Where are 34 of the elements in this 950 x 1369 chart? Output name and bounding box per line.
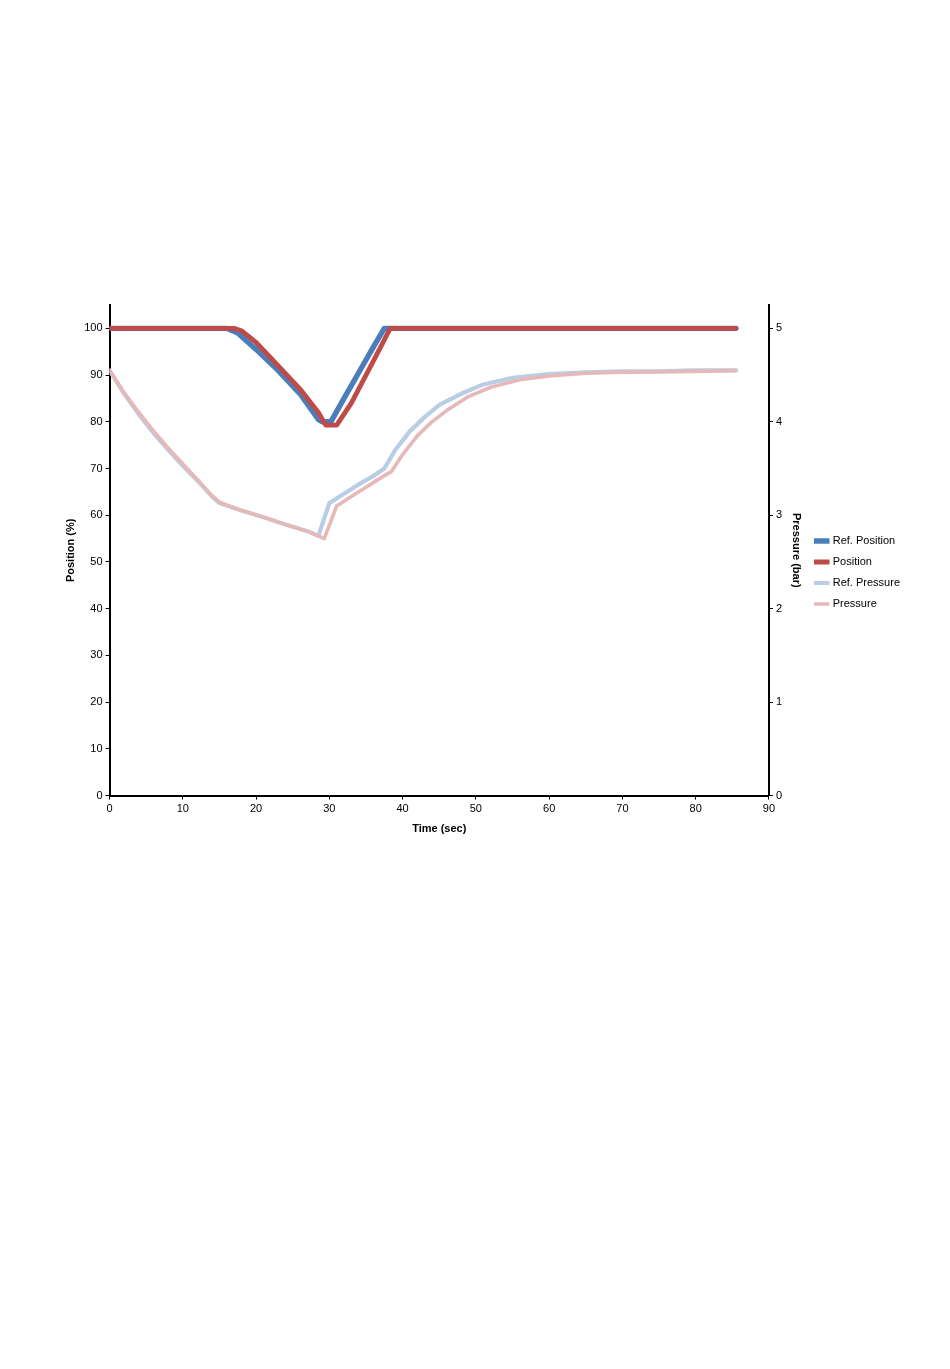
x-tick-label: 30 — [323, 802, 336, 815]
y2-tick-label: 0 — [775, 788, 783, 801]
y-tick-label: 50 — [90, 555, 103, 568]
x-tick-label: 70 — [616, 802, 629, 815]
y-tick-label: 10 — [90, 741, 103, 754]
y2-tick-label: 4 — [775, 414, 783, 427]
y-tick-label: 30 — [90, 648, 103, 661]
x-tick-label: 10 — [176, 802, 189, 815]
x-tick-label: 60 — [543, 802, 556, 815]
y2-tick-label: 1 — [775, 695, 783, 708]
x-tick-label: 80 — [689, 802, 702, 815]
y-axis-title: Position (%) — [63, 518, 76, 583]
y-tick-label: 20 — [90, 695, 103, 708]
y-tick-label: 40 — [90, 601, 103, 614]
x-tick-label: 50 — [469, 802, 482, 815]
legend-label: Pressure — [832, 597, 877, 610]
y-tick-label: 80 — [90, 414, 103, 427]
y2-tick-label: 3 — [775, 508, 783, 521]
x-tick-label: 0 — [106, 802, 113, 815]
y2-axis-title: Pressure (bar) — [790, 513, 803, 588]
x-tick-label: 90 — [762, 802, 776, 815]
y2-tick-label: 5 — [775, 321, 783, 334]
legend-label: Ref. Pressure — [832, 576, 900, 589]
y2-tick-label: 2 — [775, 601, 783, 614]
x-tick-label: 20 — [249, 802, 263, 815]
x-axis-title: Time (sec) — [412, 822, 467, 835]
legend-label: Position — [832, 555, 872, 568]
y-tick-label: 60 — [90, 508, 103, 521]
legend-label: Ref. Position — [832, 534, 896, 547]
y-tick-label: 90 — [90, 368, 103, 381]
y-tick-label: 70 — [90, 461, 103, 474]
y-tick-label: 100 — [84, 321, 103, 334]
x-tick-label: 40 — [396, 802, 409, 815]
y-tick-label: 0 — [96, 788, 103, 801]
